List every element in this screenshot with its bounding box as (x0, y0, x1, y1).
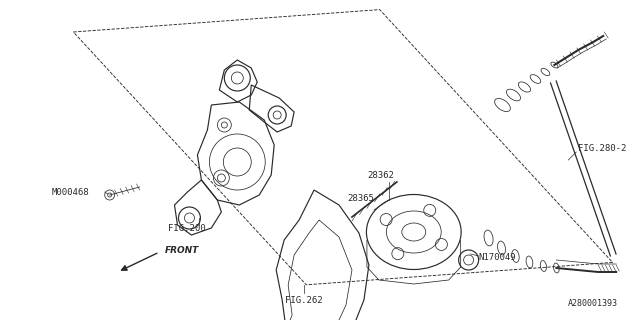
Text: 28362: 28362 (367, 171, 394, 180)
Text: FRONT: FRONT (164, 245, 199, 254)
Text: M000468: M000468 (52, 188, 90, 196)
Text: FIG.200: FIG.200 (168, 223, 205, 233)
Text: FIG.280-2: FIG.280-2 (579, 143, 627, 153)
Text: FIG.262: FIG.262 (285, 296, 323, 305)
Text: 28365: 28365 (347, 194, 374, 203)
Text: N170049: N170049 (479, 253, 516, 262)
Text: A280001393: A280001393 (568, 299, 618, 308)
